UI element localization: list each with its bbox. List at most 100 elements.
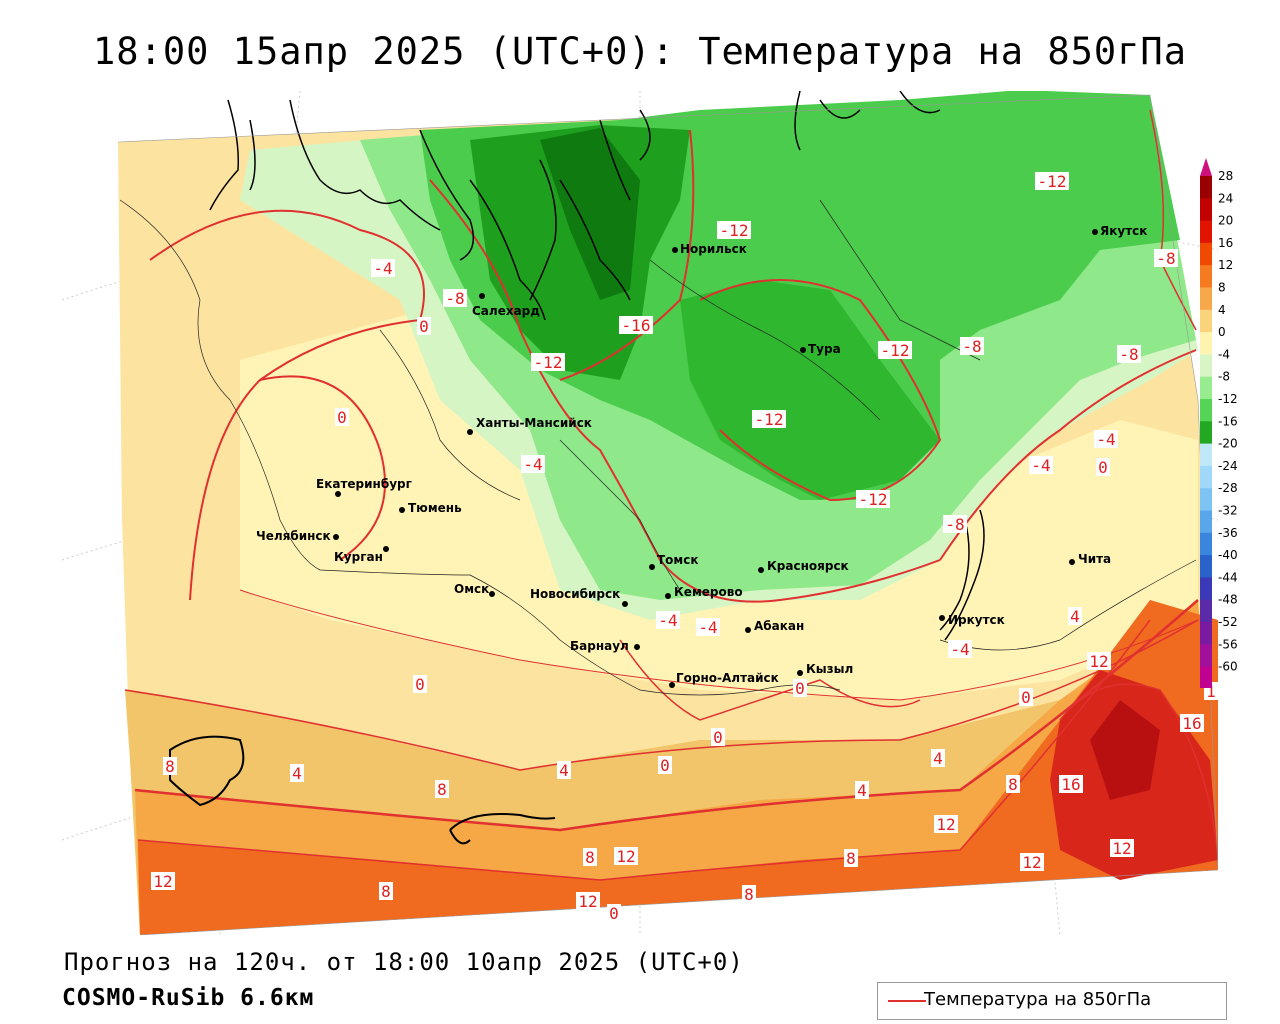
isoline-label: -12 <box>717 221 751 240</box>
isoline-label: 4 <box>855 781 869 800</box>
svg-text:Ханты-Мансийск: Ханты-Мансийск <box>476 416 592 430</box>
svg-text:-4: -4 <box>1031 456 1050 475</box>
svg-text:Омск: Омск <box>454 582 489 596</box>
scale-swatch <box>1200 599 1212 623</box>
city-kemerovo: Кемерово <box>665 585 743 599</box>
isoline-label: -12 <box>752 410 786 429</box>
scale-tick-label: 28 <box>1218 169 1233 183</box>
isoline-label: -12 <box>1035 172 1069 191</box>
field-cool-12b <box>680 280 940 500</box>
isoline-label: -16 <box>619 316 653 335</box>
scale-swatch <box>1200 488 1212 511</box>
scale-tick-label: -52 <box>1218 615 1238 629</box>
svg-text:12: 12 <box>1089 652 1108 671</box>
svg-text:12: 12 <box>578 892 597 911</box>
svg-text:8: 8 <box>437 780 447 799</box>
isoline-label: 16 <box>1180 714 1204 733</box>
svg-text:-8: -8 <box>1156 249 1175 268</box>
isoline-label: 0 <box>658 756 672 775</box>
isoline-label: -4 <box>696 618 720 637</box>
city-kyzyl: Кызыл <box>797 662 853 676</box>
isoline-labels: -12 -4 -8 0 -16 -12 -12 -8 -8 -12 0 -4 -12 -4 -4 0 -8 -12… <box>151 172 1218 923</box>
city-krasnoyarsk: Красноярск <box>758 559 849 573</box>
scale-tick-label: 12 <box>1218 258 1233 272</box>
svg-text:Салехард: Салехард <box>472 304 540 318</box>
isoline-label: 16 <box>1059 775 1083 794</box>
svg-text:Барнаул: Барнаул <box>570 639 629 653</box>
legend: Температура на 850гПа <box>877 982 1227 1020</box>
isoline-label: -8 <box>943 515 967 534</box>
scale-swatch <box>1200 555 1212 578</box>
page-title: 18:00 15апр 2025 (UTC+0): Температура на… <box>93 30 1187 73</box>
svg-text:8: 8 <box>165 757 175 776</box>
isoline-label: 4 <box>931 749 945 768</box>
isoline-label: 8 <box>1006 775 1020 794</box>
temperature-fields <box>118 91 1218 935</box>
isoline-label: 0 <box>607 904 621 923</box>
svg-text:0: 0 <box>1021 688 1031 707</box>
svg-text:8: 8 <box>381 882 391 901</box>
isoline-label: -8 <box>443 289 467 308</box>
scale-tick-label: 8 <box>1218 281 1226 295</box>
city-kurgan: Курган <box>334 546 389 564</box>
city-barnaul: Барнаул <box>570 639 640 653</box>
svg-text:Екатеринбург: Екатеринбург <box>316 477 412 491</box>
scale-swatch <box>1200 666 1212 688</box>
isoline-label: 12 <box>151 872 175 891</box>
svg-text:Горно-Алтайск: Горно-Алтайск <box>676 671 779 685</box>
svg-text:Иркутск: Иркутск <box>948 613 1005 627</box>
svg-text:-4: -4 <box>698 618 717 637</box>
scale-tick-label: -12 <box>1218 392 1238 406</box>
isoline-label: 0 <box>793 679 807 698</box>
admin-borders <box>119 199 1197 696</box>
isoline-label: 0 <box>413 675 427 694</box>
city-norilsk: Норильск <box>672 242 747 256</box>
scale-tick-label: -4 <box>1218 347 1230 361</box>
svg-text:16: 16 <box>1061 775 1080 794</box>
city-gorno-altaysk: Горно-Алтайск <box>669 671 779 688</box>
isoline-label: 8 <box>583 848 597 867</box>
isoline-label: -8 <box>1154 249 1178 268</box>
isoline-label: 0 <box>1096 458 1110 477</box>
svg-text:4: 4 <box>1070 607 1080 626</box>
isoline-label: -12 <box>531 353 565 372</box>
isoline-label: 4 <box>290 764 304 783</box>
svg-text:0: 0 <box>795 679 805 698</box>
svg-text:Тура: Тура <box>808 342 841 356</box>
svg-text:12: 12 <box>616 847 635 866</box>
svg-text:Якутск: Якутск <box>1100 224 1147 238</box>
svg-text:0: 0 <box>660 756 670 775</box>
city-tura: Тура <box>800 342 841 356</box>
scale-tick-label: -56 <box>1218 637 1238 651</box>
scale-swatch <box>1200 644 1212 668</box>
city-markers: Норильск Якутск Салехард Тура Ханты-Манс… <box>256 224 1147 688</box>
field-warm-20 <box>1090 700 1160 800</box>
scale-swatch <box>1200 176 1212 199</box>
svg-text:Кызыл: Кызыл <box>806 662 853 676</box>
scale-tick-label: 4 <box>1218 303 1226 317</box>
svg-text:Томск: Томск <box>657 553 699 567</box>
svg-text:Чита: Чита <box>1078 552 1111 566</box>
svg-text:1: 1 <box>1206 682 1216 701</box>
scale-tick-label: -60 <box>1218 660 1238 674</box>
isoline-label: 0 <box>417 317 431 336</box>
svg-text:12: 12 <box>936 815 955 834</box>
svg-text:-4: -4 <box>523 455 542 474</box>
isoline-label: 12 <box>614 847 638 866</box>
isoline-label: 0 <box>335 408 349 427</box>
svg-text:8: 8 <box>846 849 856 868</box>
isoline-label: 8 <box>742 885 756 904</box>
legend-line-swatch <box>888 1000 926 1002</box>
svg-text:Курган: Курган <box>334 550 383 564</box>
svg-text:Абакан: Абакан <box>754 619 804 633</box>
scale-swatch <box>1200 309 1212 333</box>
city-omsk: Омск <box>454 582 495 597</box>
svg-text:8: 8 <box>744 885 754 904</box>
isoline-label: -8 <box>960 337 984 356</box>
city-yakutsk: Якутск <box>1092 224 1147 238</box>
scale-swatch <box>1200 622 1212 645</box>
svg-text:-12: -12 <box>755 410 784 429</box>
scale-swatch <box>1200 399 1212 422</box>
svg-text:0: 0 <box>337 408 347 427</box>
scale-swatch <box>1200 421 1212 445</box>
